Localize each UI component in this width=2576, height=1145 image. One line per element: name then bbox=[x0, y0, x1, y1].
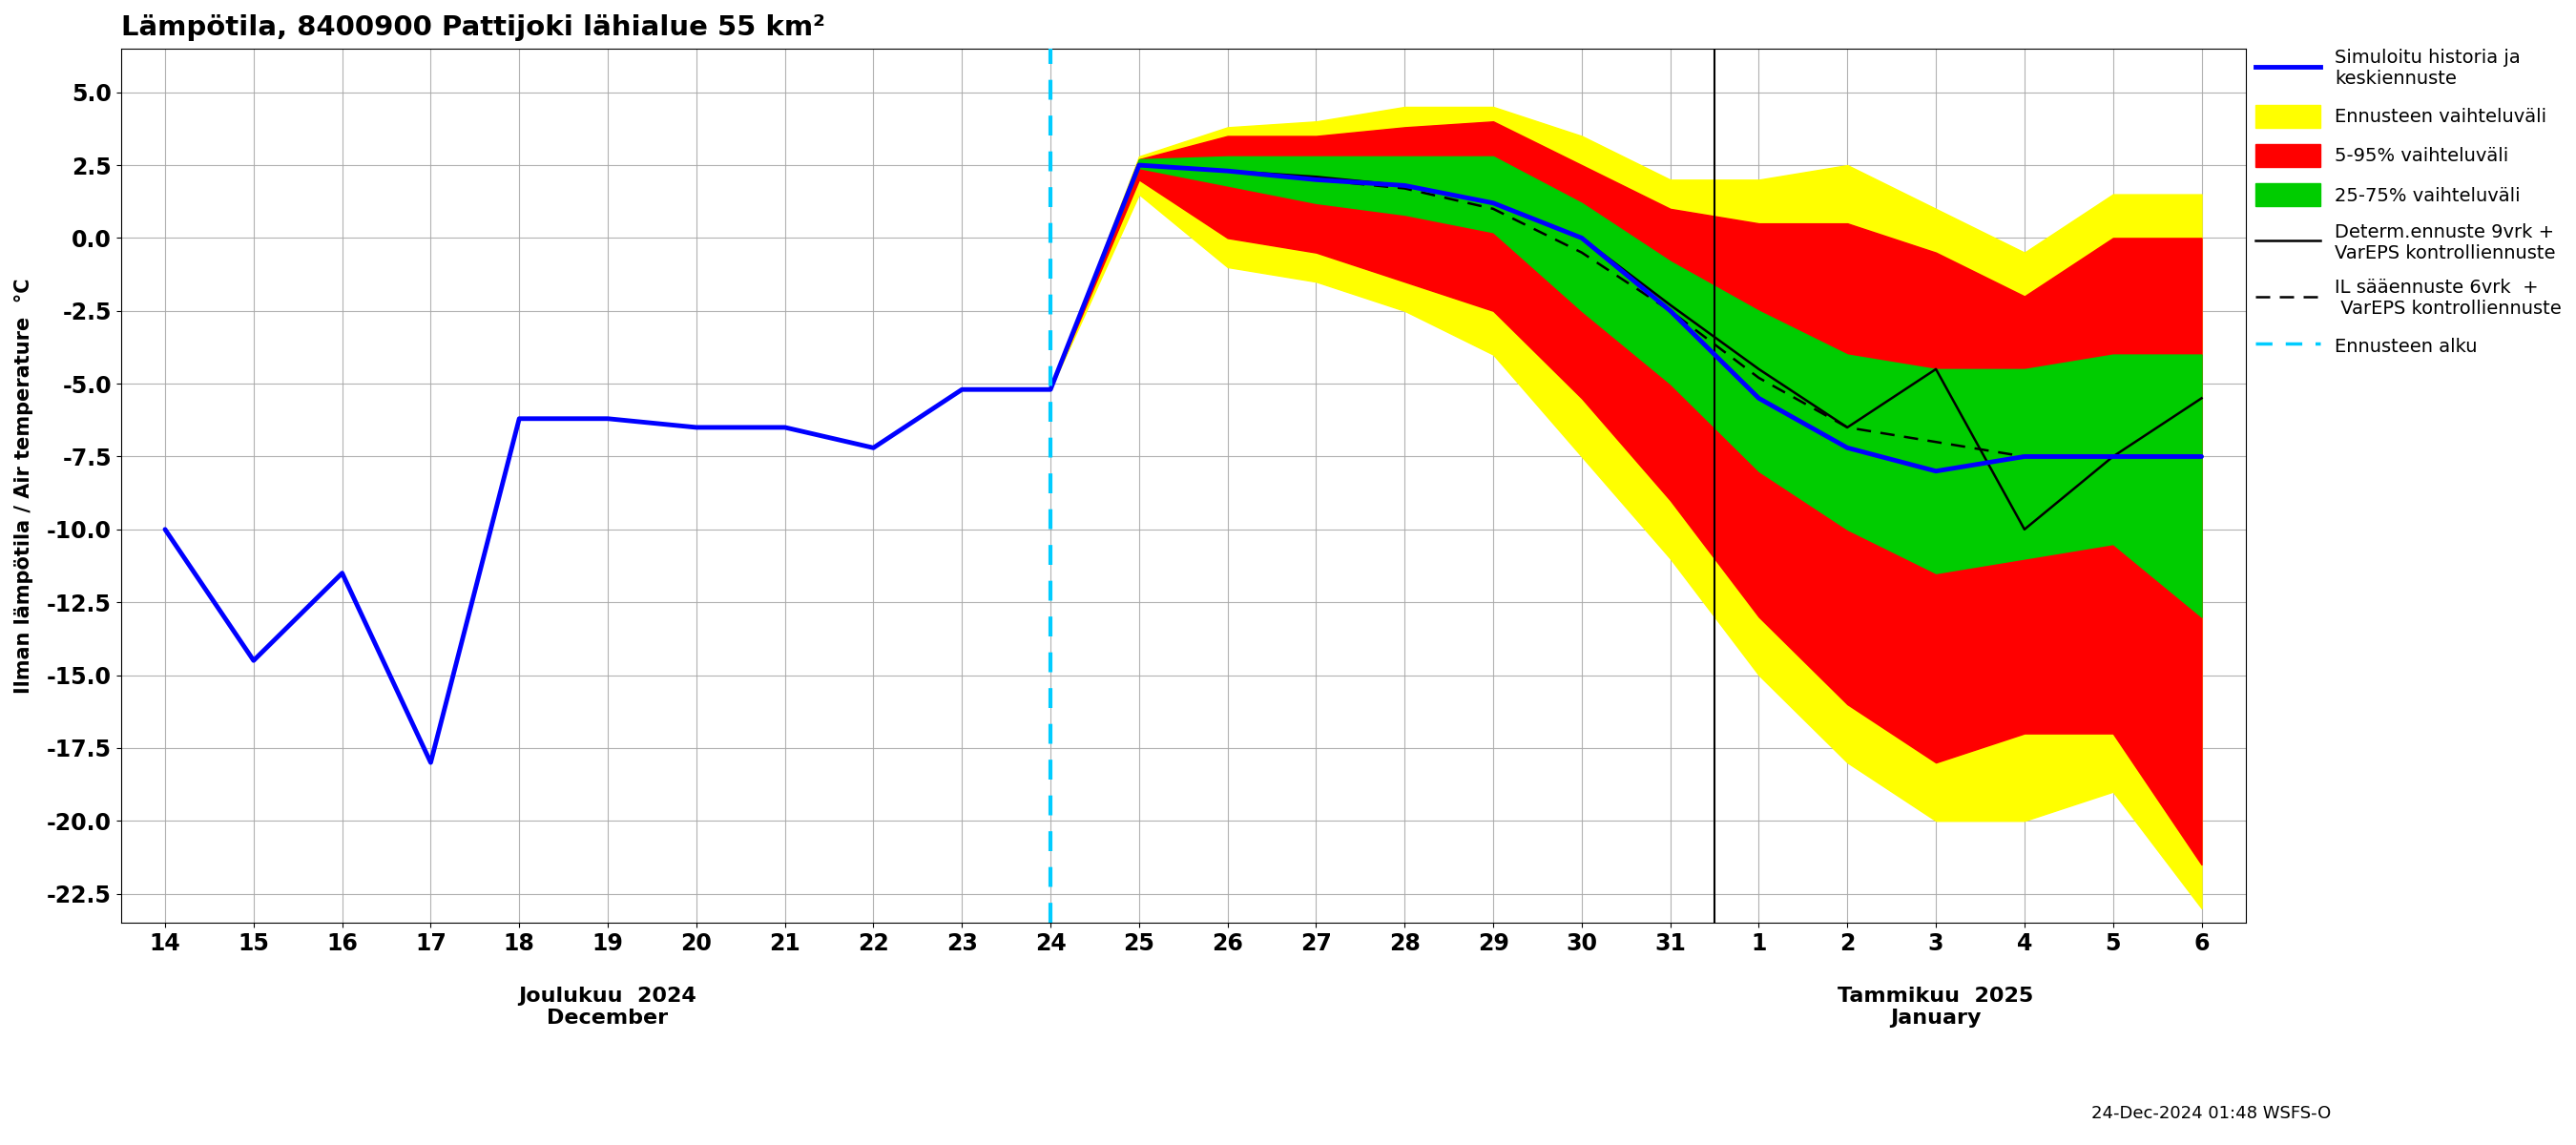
Text: 24-Dec-2024 01:48 WSFS-O: 24-Dec-2024 01:48 WSFS-O bbox=[2092, 1105, 2331, 1122]
Text: Joulukuu  2024
December: Joulukuu 2024 December bbox=[518, 986, 698, 1028]
Y-axis label: Ilman lämpötila / Air temperature  °C: Ilman lämpötila / Air temperature °C bbox=[15, 278, 33, 694]
Legend: Simuloitu historia ja
keskiennuste, Ennusteen vaihteluväli, 5-95% vaihteluväli, : Simuloitu historia ja keskiennuste, Ennu… bbox=[2254, 49, 2561, 357]
Text: Tammikuu  2025
January: Tammikuu 2025 January bbox=[1839, 986, 2035, 1028]
Text: Lämpötila, 8400900 Pattijoki lähialue 55 km²: Lämpötila, 8400900 Pattijoki lähialue 55… bbox=[121, 14, 824, 41]
